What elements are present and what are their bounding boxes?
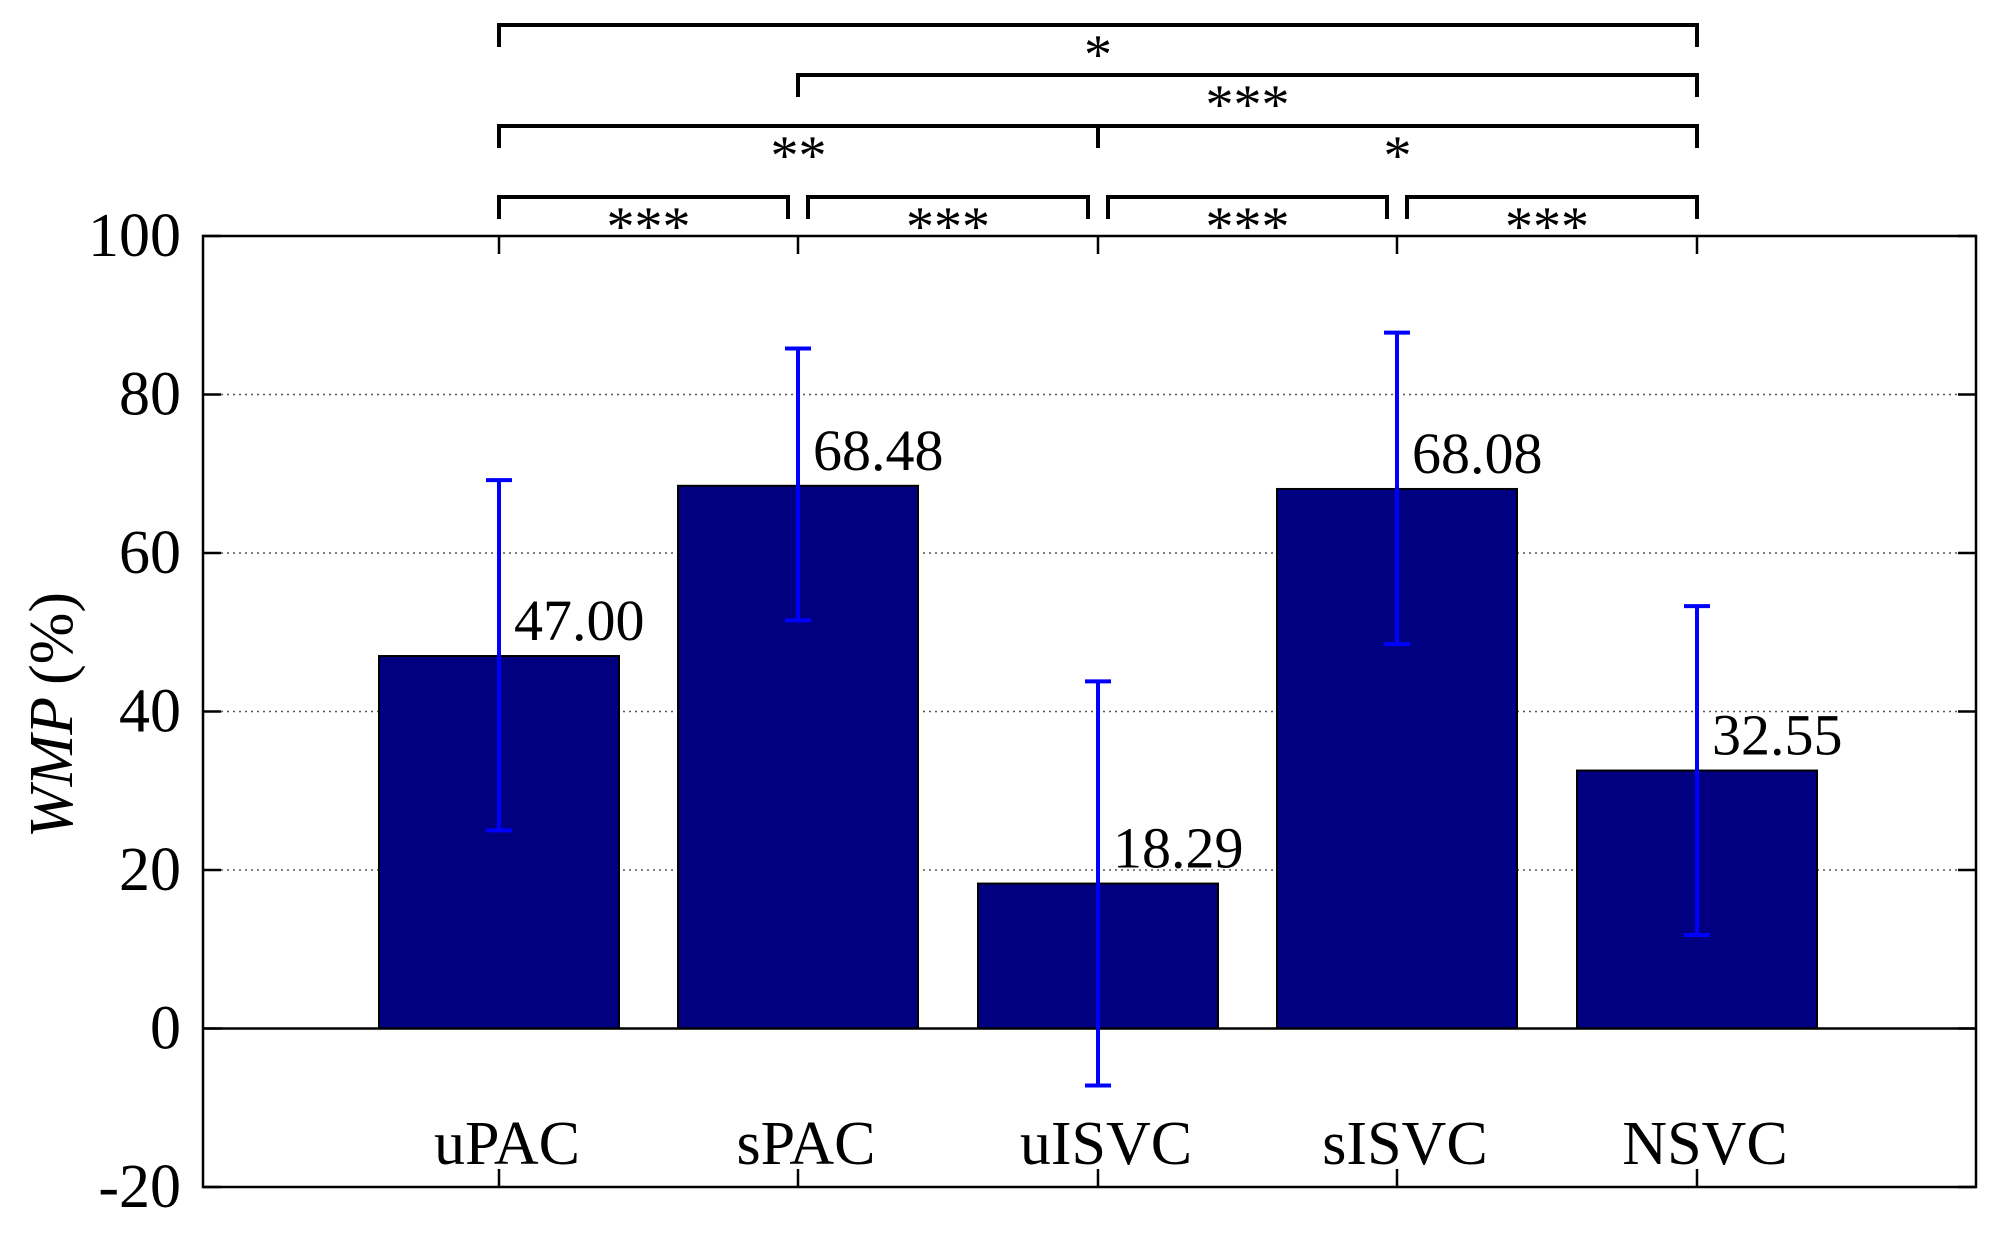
value-label-uPAC: 47.00 [514,588,645,653]
y-tick-label: 80 [119,361,181,429]
significance-label: *** [1206,74,1290,136]
category-label-uPAC: uPAC [434,1110,580,1178]
y-axis: -20 0 20 40 60 80 100 [88,202,1976,1221]
y-tick-label: 0 [150,995,181,1063]
error-bar-sPAC [785,346,811,623]
bracket-line [1096,124,1699,148]
significance-label: * [1084,24,1112,86]
significance-bracket: ** [497,124,1100,187]
significance-label: ** [771,125,827,187]
significance-bracket: *** [1405,195,1699,258]
value-label-uISVC: 18.29 [1113,816,1244,881]
error-bar-uPAC [486,478,512,833]
bracket-line [497,23,1699,47]
error-bars [486,330,1710,1088]
significance-bracket: * [497,23,1699,86]
significance-bracket: *** [497,195,790,258]
error-bar-uISVC [1085,679,1111,1088]
bracket-line [806,195,1090,219]
y-axis-title: WMP (%) [18,592,86,838]
bracket-line [497,195,790,219]
y-tick-label: 40 [119,678,181,746]
significance-label: *** [607,196,691,258]
value-label-NSVC: 32.55 [1712,703,1843,768]
category-label-NSVC: NSVC [1622,1110,1787,1178]
category-labels: uPAC sPAC uISVC sISVC NSVC [434,1110,1788,1178]
y-axis-title-unit: (%) [18,592,86,685]
y-tick-label: 20 [119,836,181,904]
value-label-sPAC: 68.48 [813,418,944,483]
significance-bracket: *** [796,73,1699,136]
significance-label: *** [1505,196,1589,258]
significance-bracket: *** [1106,195,1389,258]
y-tick-label: 100 [88,202,181,270]
bracket-line [1106,195,1389,219]
y-tick-label: -20 [98,1153,181,1221]
y-tick-label: 60 [119,519,181,587]
bracket-line [796,73,1699,97]
error-bar-NSVC [1684,604,1710,937]
significance-label: * [1384,125,1412,187]
category-label-uISVC: uISVC [1020,1110,1192,1178]
significance-brackets: *** *** *** ***** ***** [497,23,1699,258]
significance-bracket: * [1096,124,1699,187]
category-label-sPAC: sPAC [736,1110,875,1178]
bracket-line [1405,195,1699,219]
value-labels: 47.00 68.48 18.29 68.08 32.55 [514,418,1843,881]
value-label-sISVC: 68.08 [1412,421,1543,486]
category-label-sISVC: sISVC [1322,1110,1487,1178]
significance-label: *** [1206,196,1290,258]
significance-label: *** [906,196,990,258]
significance-bracket: *** [806,195,1090,258]
y-axis-title-variable: WMP [18,697,86,838]
error-bar-sISVC [1384,330,1410,647]
